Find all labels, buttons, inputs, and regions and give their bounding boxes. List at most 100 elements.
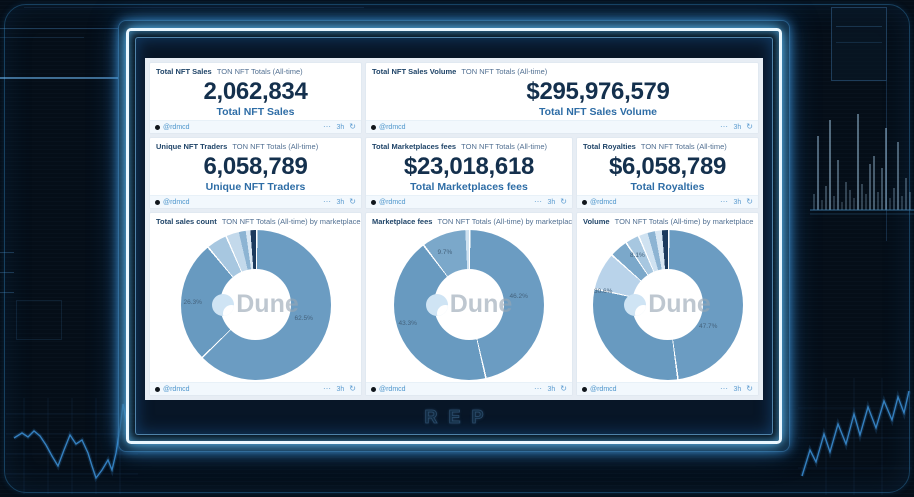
- deco-tick: [0, 292, 14, 293]
- refresh-icon[interactable]: ↻: [349, 122, 356, 131]
- card-title: Total NFT Sales: [156, 67, 212, 76]
- card-title: Volume: [583, 217, 610, 226]
- menu-dots-icon[interactable]: ⋯: [323, 122, 332, 131]
- card-footer: @rdmcd ⋯ 3h ↻: [366, 195, 572, 208]
- card-dashboard-link[interactable]: TON NFT Totals (All-time): [216, 67, 303, 76]
- author-link[interactable]: @rdmcd: [155, 386, 190, 393]
- donut-chart-marketplace-fees[interactable]: Dune 46.2% 43.3% 9.7%: [394, 229, 544, 380]
- refresh-interval[interactable]: 3h: [547, 198, 556, 206]
- author-handle: @rdmcd: [163, 385, 190, 393]
- deco-tick: [0, 272, 14, 273]
- card-dashboard-link[interactable]: TON NFT Totals (All-time) by marketplace: [221, 217, 361, 226]
- card-title: Total sales count: [156, 217, 217, 226]
- menu-dots-icon[interactable]: ⋯: [323, 197, 332, 206]
- author-link[interactable]: @rdmcd: [155, 199, 190, 206]
- counter-body: $6,058,789 Total Royalties: [577, 152, 758, 195]
- donut-chart-volume[interactable]: Dune 47.7% 30.6% 8.1%: [592, 229, 743, 380]
- avatar: [155, 386, 160, 392]
- card-header: Total NFT Sales TON NFT Totals (All-time…: [150, 63, 361, 77]
- refresh-interval[interactable]: 3h: [733, 123, 742, 131]
- menu-dots-icon[interactable]: ⋯: [720, 384, 729, 393]
- counter-caption: Total Marketplaces fees: [410, 180, 528, 193]
- dashboard-grid: Total NFT Sales TON NFT Totals (All-time…: [145, 58, 763, 400]
- author-link[interactable]: @rdmcd: [371, 199, 406, 206]
- counter-card-total-royalties: Total Royalties TON NFT Totals (All-time…: [576, 137, 759, 209]
- dashboard-screen: Total NFT Sales TON NFT Totals (All-time…: [145, 58, 763, 400]
- author-link[interactable]: @rdmcd: [371, 124, 406, 131]
- author-link[interactable]: @rdmcd: [582, 386, 617, 393]
- author-handle: @rdmcd: [379, 198, 406, 206]
- card-footer: @rdmcd ⋯ 3h ↻: [366, 120, 758, 133]
- refresh-interval[interactable]: 3h: [336, 123, 345, 131]
- deco-line-chart-left: [6, 398, 138, 494]
- card-header: Volume TON NFT Totals (All-time) by mark…: [577, 213, 758, 227]
- card-header: Total sales count TON NFT Totals (All-ti…: [150, 213, 361, 227]
- chart-area: Dune 47.7% 30.6% 8.1%: [577, 227, 758, 382]
- donut-hole: [433, 269, 505, 340]
- refresh-interval[interactable]: 3h: [733, 198, 742, 206]
- pie-card-volume: Volume TON NFT Totals (All-time) by mark…: [576, 212, 759, 396]
- avatar: [582, 386, 587, 392]
- menu-dots-icon[interactable]: ⋯: [534, 384, 543, 393]
- refresh-icon[interactable]: ↻: [746, 384, 753, 393]
- bezel-label: REP: [424, 406, 495, 427]
- card-header: Total Royalties TON NFT Totals (All-time…: [577, 138, 758, 152]
- menu-dots-icon[interactable]: ⋯: [323, 384, 332, 393]
- counter-card-total-marketplaces-fees: Total Marketplaces fees TON NFT Totals (…: [365, 137, 573, 209]
- counter-value: 6,058,789: [203, 152, 308, 180]
- monitor-bezel: REP: [136, 404, 772, 430]
- counter-body: $295,976,579 Total NFT Sales Volume: [402, 77, 758, 120]
- refresh-interval[interactable]: 3h: [733, 385, 742, 393]
- card-dashboard-link[interactable]: TON NFT Totals (All-time) by marketplace: [437, 217, 572, 226]
- card-title: Total NFT Sales Volume: [372, 67, 457, 76]
- menu-dots-icon[interactable]: ⋯: [534, 197, 543, 206]
- deco-panel: [831, 7, 887, 81]
- refresh-icon[interactable]: ↻: [560, 384, 567, 393]
- deco-line: [24, 7, 364, 8]
- counter-card-total-nft-sales: Total NFT Sales TON NFT Totals (All-time…: [149, 62, 362, 134]
- refresh-icon[interactable]: ↻: [349, 197, 356, 206]
- counter-value: $295,976,579: [526, 77, 670, 105]
- counter-card-unique-nft-traders: Unique NFT Traders TON NFT Totals (All-t…: [149, 137, 362, 209]
- author-link[interactable]: @rdmcd: [155, 124, 190, 131]
- slice-percentage-label: 30.6%: [594, 288, 613, 295]
- card-dashboard-link[interactable]: TON NFT Totals (All-time): [461, 67, 548, 76]
- card-title: Total Marketplaces fees: [372, 142, 457, 151]
- refresh-interval[interactable]: 3h: [547, 385, 556, 393]
- refresh-icon[interactable]: ↻: [746, 197, 753, 206]
- card-header: Marketplace fees TON NFT Totals (All-tim…: [366, 213, 572, 227]
- avatar: [371, 386, 376, 392]
- refresh-interval[interactable]: 3h: [336, 385, 345, 393]
- card-dashboard-link[interactable]: TON NFT Totals (All-time) by marketplace: [614, 217, 754, 226]
- refresh-interval[interactable]: 3h: [336, 198, 345, 206]
- slice-percentage-label: 9.7%: [437, 249, 453, 256]
- counter-body: 2,062,834 Total NFT Sales: [150, 77, 361, 120]
- avatar: [582, 199, 587, 205]
- refresh-icon[interactable]: ↻: [349, 384, 356, 393]
- card-dashboard-link[interactable]: TON NFT Totals (All-time): [640, 142, 727, 151]
- card-dashboard-link[interactable]: TON NFT Totals (All-time): [461, 142, 548, 151]
- author-link[interactable]: @rdmcd: [582, 199, 617, 206]
- card-footer: @rdmcd ⋯ 3h ↻: [577, 195, 758, 208]
- avatar: [371, 124, 376, 130]
- refresh-icon[interactable]: ↻: [560, 197, 567, 206]
- card-footer: @rdmcd ⋯ 3h ↻: [366, 382, 572, 395]
- donut-chart-total-sales-count[interactable]: Dune 62.5% 26.3%: [180, 229, 331, 380]
- counter-body: $23,018,618 Total Marketplaces fees: [366, 152, 572, 195]
- author-link[interactable]: @rdmcd: [371, 386, 406, 393]
- refresh-icon[interactable]: ↻: [746, 122, 753, 131]
- slice-percentage-label: 43.3%: [398, 319, 417, 327]
- chart-area: Dune 46.2% 43.3% 9.7%: [366, 227, 572, 382]
- counter-card-total-nft-sales-volume: Total NFT Sales Volume TON NFT Totals (A…: [365, 62, 759, 134]
- card-title: Total Royalties: [583, 142, 636, 151]
- counter-caption: Total Royalties: [630, 180, 705, 193]
- deco-spike-chart: [810, 114, 914, 215]
- card-dashboard-link[interactable]: TON NFT Totals (All-time): [232, 142, 319, 151]
- donut-hole: [632, 269, 703, 340]
- counter-value: 2,062,834: [203, 77, 308, 105]
- menu-dots-icon[interactable]: ⋯: [720, 197, 729, 206]
- card-footer: @rdmcd ⋯ 3h ↻: [150, 195, 361, 208]
- slice-percentage-label: 62.5%: [294, 315, 313, 322]
- menu-dots-icon[interactable]: ⋯: [720, 122, 729, 131]
- card-title: Marketplace fees: [372, 217, 433, 226]
